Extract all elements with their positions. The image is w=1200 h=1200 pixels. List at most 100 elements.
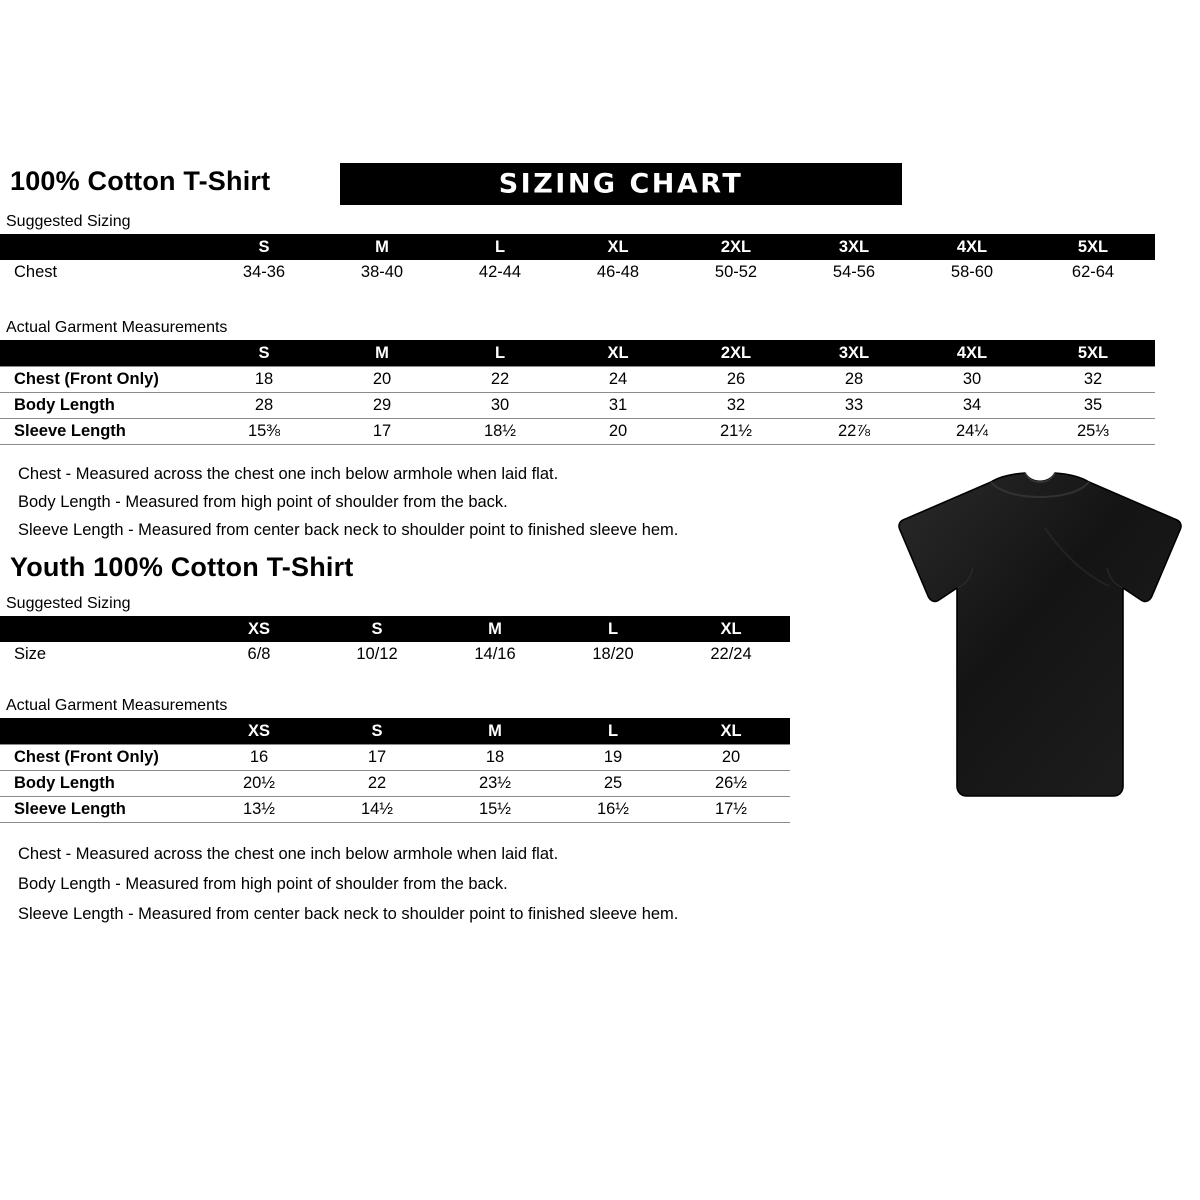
cell-chestfront-s: 17 (318, 744, 436, 771)
column-header-5xl: 5XL (1031, 340, 1155, 367)
cell-sleevelength-s: 14½ (318, 796, 436, 823)
tshirt-icon (898, 472, 1182, 797)
cell-bodylength-l: 25 (554, 770, 672, 797)
cell-bodylength-3xl: 33 (795, 392, 913, 419)
column-header-l: L (554, 616, 672, 642)
adult-note-chest: Chest - Measured across the chest one in… (18, 465, 559, 483)
cell-bodylength-s: 22 (318, 770, 436, 797)
column-header-3xl: 3XL (795, 340, 913, 367)
youth-note-chest: Chest - Measured across the chest one in… (18, 845, 559, 863)
table-header-row: XS S M L XL (0, 616, 790, 642)
cell-chestfront-3xl: 28 (795, 366, 913, 393)
table-row: Body Length 20½ 22 23½ 25 26½ (0, 770, 790, 797)
cell-size-xs: 6/8 (200, 642, 318, 667)
table-header-row: S M L XL 2XL 3XL 4XL 5XL (0, 340, 1155, 367)
cell-chestfront-xl: 20 (672, 744, 790, 771)
table-row: Sleeve Length 13½ 14½ 15½ 16½ 17½ (0, 796, 790, 823)
cell-sleevelength-l: 16½ (554, 796, 672, 823)
sizing-chart-banner-title: SIZING CHART (498, 168, 744, 200)
column-header-rowlabel (0, 616, 200, 642)
cell-bodylength-m: 29 (323, 392, 441, 419)
cell-sleevelength-5xl: 25⅓ (1031, 418, 1155, 445)
cell-chestfront-xs: 16 (200, 744, 318, 771)
table-row: Chest 34-36 38-40 42-44 46-48 50-52 54-5… (0, 260, 1155, 285)
cell-bodylength-l: 30 (441, 392, 559, 419)
adult-suggested-sizing-label: Suggested Sizing (6, 213, 131, 230)
cell-bodylength-xl: 31 (559, 392, 677, 419)
column-header-rowlabel (0, 234, 205, 260)
cell-bodylength-5xl: 35 (1031, 392, 1155, 419)
column-header-xl: XL (559, 234, 677, 260)
cell-sleevelength-4xl: 24¼ (913, 418, 1031, 445)
tshirt-product-image (895, 468, 1185, 808)
table-header-row: XS S M L XL (0, 718, 790, 745)
cell-chestfront-l: 19 (554, 744, 672, 771)
youth-note-sleeve-length: Sleeve Length - Measured from center bac… (18, 905, 679, 923)
row-label-chest-front-only: Chest (Front Only) (0, 744, 200, 771)
cell-size-m: 14/16 (436, 642, 554, 667)
adult-actual-measurements-label: Actual Garment Measurements (6, 319, 228, 336)
adult-note-sleeve-length: Sleeve Length - Measured from center bac… (18, 521, 679, 539)
cell-chestfront-m: 18 (436, 744, 554, 771)
adult-suggested-sizing-table: S M L XL 2XL 3XL 4XL 5XL Chest 34-36 38-… (0, 234, 1155, 285)
column-header-4xl: 4XL (913, 234, 1031, 260)
cell-sleevelength-xs: 13½ (200, 796, 318, 823)
cell-size-l: 18/20 (554, 642, 672, 667)
youth-suggested-sizing-label: Suggested Sizing (6, 595, 131, 612)
table-row: Sleeve Length 15⅜ 17 18½ 20 21½ 22⅞ 24¼ … (0, 418, 1155, 445)
row-label-sleeve-length: Sleeve Length (0, 418, 205, 445)
cell-chest-2xl: 50-52 (677, 260, 795, 285)
cell-chest-xl: 46-48 (559, 260, 677, 285)
cell-bodylength-xl: 26½ (672, 770, 790, 797)
column-header-s: S (205, 340, 323, 367)
cell-chestfront-l: 22 (441, 366, 559, 393)
adult-note-body-length: Body Length - Measured from high point o… (18, 493, 508, 511)
cell-chestfront-s: 18 (205, 366, 323, 393)
row-label-chest: Chest (0, 260, 205, 285)
cell-bodylength-2xl: 32 (677, 392, 795, 419)
youth-suggested-sizing-table: XS S M L XL Size 6/8 10/12 14/16 18/20 2… (0, 616, 790, 667)
cell-bodylength-s: 28 (205, 392, 323, 419)
cell-chestfront-5xl: 32 (1031, 366, 1155, 393)
column-header-2xl: 2XL (677, 234, 795, 260)
cell-sleevelength-m: 15½ (436, 796, 554, 823)
column-header-m: M (436, 718, 554, 745)
cell-size-xl: 22/24 (672, 642, 790, 667)
cell-chestfront-xl: 24 (559, 366, 677, 393)
cell-chestfront-m: 20 (323, 366, 441, 393)
adult-actual-measurements-table: S M L XL 2XL 3XL 4XL 5XL Chest (Front On… (0, 340, 1155, 445)
cell-sleevelength-3xl: 22⅞ (795, 418, 913, 445)
cell-sleevelength-xl: 17½ (672, 796, 790, 823)
cell-sleevelength-m: 17 (323, 418, 441, 445)
column-header-l: L (554, 718, 672, 745)
row-label-sleeve-length: Sleeve Length (0, 796, 200, 823)
adult-section-heading: 100% Cotton T-Shirt (10, 166, 271, 196)
column-header-rowlabel (0, 718, 200, 745)
column-header-xl: XL (559, 340, 677, 367)
table-header-row: S M L XL 2XL 3XL 4XL 5XL (0, 234, 1155, 260)
cell-chest-5xl: 62-64 (1031, 260, 1155, 285)
cell-chest-3xl: 54-56 (795, 260, 913, 285)
youth-actual-measurements-table: XS S M L XL Chest (Front Only) 16 17 18 … (0, 718, 790, 823)
cell-sleevelength-s: 15⅜ (205, 418, 323, 445)
cell-size-s: 10/12 (318, 642, 436, 667)
column-header-l: L (441, 340, 559, 367)
cell-chest-4xl: 58-60 (913, 260, 1031, 285)
column-header-xs: XS (200, 616, 318, 642)
column-header-xl: XL (672, 616, 790, 642)
column-header-m: M (323, 234, 441, 260)
cell-sleevelength-xl: 20 (559, 418, 677, 445)
youth-section-heading: Youth 100% Cotton T-Shirt (10, 552, 354, 582)
column-header-2xl: 2XL (677, 340, 795, 367)
column-header-m: M (323, 340, 441, 367)
cell-chest-m: 38-40 (323, 260, 441, 285)
row-label-size: Size (0, 642, 200, 667)
row-label-body-length: Body Length (0, 770, 200, 797)
sizing-chart-banner: SIZING CHART (340, 163, 902, 205)
youth-note-body-length: Body Length - Measured from high point o… (18, 875, 508, 893)
cell-bodylength-m: 23½ (436, 770, 554, 797)
column-header-s: S (318, 616, 436, 642)
cell-chest-s: 34-36 (205, 260, 323, 285)
column-header-xl: XL (672, 718, 790, 745)
table-row: Size 6/8 10/12 14/16 18/20 22/24 (0, 642, 790, 667)
